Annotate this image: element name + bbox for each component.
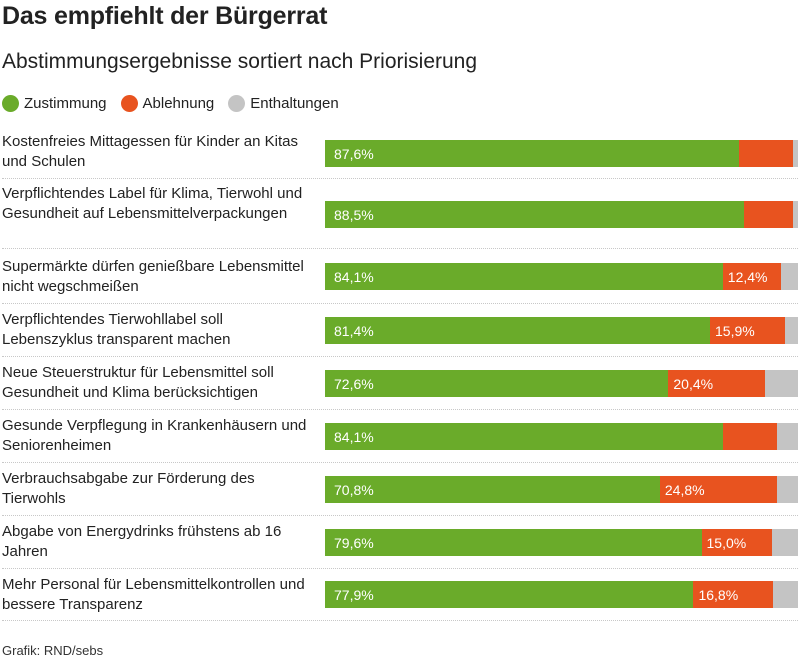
chart-row: Verbrauchsabgabe zur Förderung des Tierw… [0, 463, 800, 516]
data-label: 20,4% [673, 375, 714, 392]
bar-segment-ablehnung: 16,8% [693, 581, 773, 608]
chart-row: Gesunde Verpflegung in Krankenhäusern un… [0, 410, 800, 463]
chart-title: Das empfiehlt der Bürgerrat [2, 2, 328, 30]
stacked-bar: 87,6% [325, 140, 798, 167]
data-label: 16,8% [698, 586, 739, 603]
legend-swatch-enthaltungen [228, 95, 246, 112]
category-label: Gesunde Verpflegung in Krankenhäusern un… [2, 417, 307, 454]
bar-segment-zustimmung: 88,5% [325, 201, 744, 228]
bar-segment-enthaltungen [772, 529, 798, 556]
bar-segment-zustimmung: 77,9% [325, 581, 694, 608]
bar-segment-zustimmung: 70,8% [325, 476, 660, 503]
chart-row: Mehr Personal für Lebensmittelkontrollen… [0, 569, 800, 621]
bar-segment-zustimmung: 81,4% [325, 317, 711, 344]
category-label: Verpflichtendes Tierwohllabel soll Leben… [2, 311, 231, 348]
data-label: 87,6% [334, 145, 374, 162]
row-divider [2, 515, 798, 516]
legend-swatch-ablehnung [120, 95, 138, 112]
stacked-bar: 84,1% [325, 423, 798, 450]
bar-segment-ablehnung [743, 201, 794, 228]
stacked-bar: 77,9% 16,8% [325, 581, 798, 608]
category-label: Verbrauchsabgabe zur Förderung des Tierw… [2, 470, 255, 507]
chart-row: Verpflichtendes Label für Klima, Tierwoh… [0, 179, 800, 249]
row-divider [2, 620, 798, 621]
data-label: 84,1% [334, 268, 374, 285]
category-label: Abgabe von Energydrinks frühstens ab 16 … [2, 523, 282, 560]
bar-segment-enthaltungen [777, 423, 798, 450]
bar-segment-zustimmung: 72,6% [325, 370, 669, 397]
source-credit: Grafik: RND/sebs [2, 643, 104, 658]
bar-segment-ablehnung [739, 140, 793, 167]
row-divider [2, 303, 798, 304]
chart-row: Verpflichtendes Tierwohllabel soll Leben… [0, 304, 800, 357]
legend-item-enthaltungen: Enthaltungen [228, 95, 339, 112]
legend-label-enthaltungen: Enthaltungen [250, 95, 339, 112]
legend: Zustimmung Ablehnung Enthaltungen [2, 95, 353, 112]
chart-row: Supermärkte dürfen genießbare Lebensmitt… [0, 249, 800, 304]
bar-segment-enthaltungen [777, 476, 798, 503]
bar-segment-ablehnung: 15,9% [710, 317, 786, 344]
bar-segment-enthaltungen [785, 317, 798, 344]
row-divider [2, 248, 798, 249]
bar-segment-zustimmung: 84,1% [325, 263, 723, 290]
chart-row: Kostenfreies Mittagessen für Kinder an K… [0, 127, 800, 179]
legend-item-zustimmung: Zustimmung [2, 95, 107, 112]
bar-segment-ablehnung: 12,4% [722, 263, 782, 290]
stacked-bar: 81,4% 15,9% [325, 317, 798, 344]
data-label: 77,9% [334, 586, 374, 603]
bar-segment-enthaltungen [781, 263, 798, 290]
row-divider [2, 568, 798, 569]
stacked-bar: 72,6% 20,4% [325, 370, 798, 397]
bar-segment-zustimmung: 84,1% [325, 423, 723, 450]
legend-swatch-zustimmung [2, 95, 19, 112]
category-label: Kostenfreies Mittagessen für Kinder an K… [2, 133, 298, 170]
bar-segment-enthaltungen [764, 370, 798, 397]
row-divider [2, 409, 798, 410]
data-label: 70,8% [334, 481, 374, 498]
data-label: 15,0% [706, 534, 747, 551]
bar-segment-zustimmung: 87,6% [325, 140, 740, 167]
stacked-bar: 79,6% 15,0% [325, 529, 798, 556]
data-label: 72,6% [334, 375, 374, 392]
row-divider [2, 462, 798, 463]
data-label: 15,9% [715, 322, 755, 339]
chart-row: Neue Steuerstruktur für Lebensmittel sol… [0, 357, 800, 410]
bar-segment-ablehnung [722, 423, 778, 450]
stacked-bar: 70,8% 24,8% [325, 476, 798, 503]
legend-label-zustimmung: Zustimmung [24, 95, 107, 112]
category-label: Supermärkte dürfen genießbare Lebensmitt… [2, 258, 304, 295]
category-label: Neue Steuerstruktur für Lebensmittel sol… [2, 364, 274, 401]
data-label: 12,4% [727, 268, 768, 285]
category-label: Verpflichtendes Label für Klima, Tierwoh… [2, 185, 303, 222]
legend-label-ablehnung: Ablehnung [142, 95, 215, 112]
data-label: 84,1% [334, 428, 374, 445]
legend-item-ablehnung: Ablehnung [120, 95, 215, 112]
chart-subtitle: Abstimmungsergebnisse sortiert nach Prio… [2, 50, 478, 73]
bar-segment-enthaltungen [772, 581, 798, 608]
row-divider [2, 356, 798, 357]
bar-segment-enthaltungen [793, 201, 798, 228]
data-label: 81,4% [334, 322, 374, 339]
bar-segment-ablehnung: 24,8% [659, 476, 778, 503]
data-label: 24,8% [664, 481, 705, 498]
chart-row: Abgabe von Energydrinks frühstens ab 16 … [0, 516, 800, 569]
bar-segment-zustimmung: 79,6% [325, 529, 702, 556]
row-divider [2, 178, 798, 179]
stacked-bar: 84,1% 12,4% [325, 263, 798, 290]
bar-segment-ablehnung: 15,0% [701, 529, 773, 556]
stacked-bar: 88,5% [325, 201, 798, 228]
data-label: 88,5% [334, 206, 374, 223]
bar-segment-ablehnung: 20,4% [668, 370, 765, 397]
category-label: Mehr Personal für Lebensmittelkontrollen… [2, 576, 305, 613]
data-label: 79,6% [334, 534, 374, 551]
bar-segment-enthaltungen [792, 140, 798, 167]
